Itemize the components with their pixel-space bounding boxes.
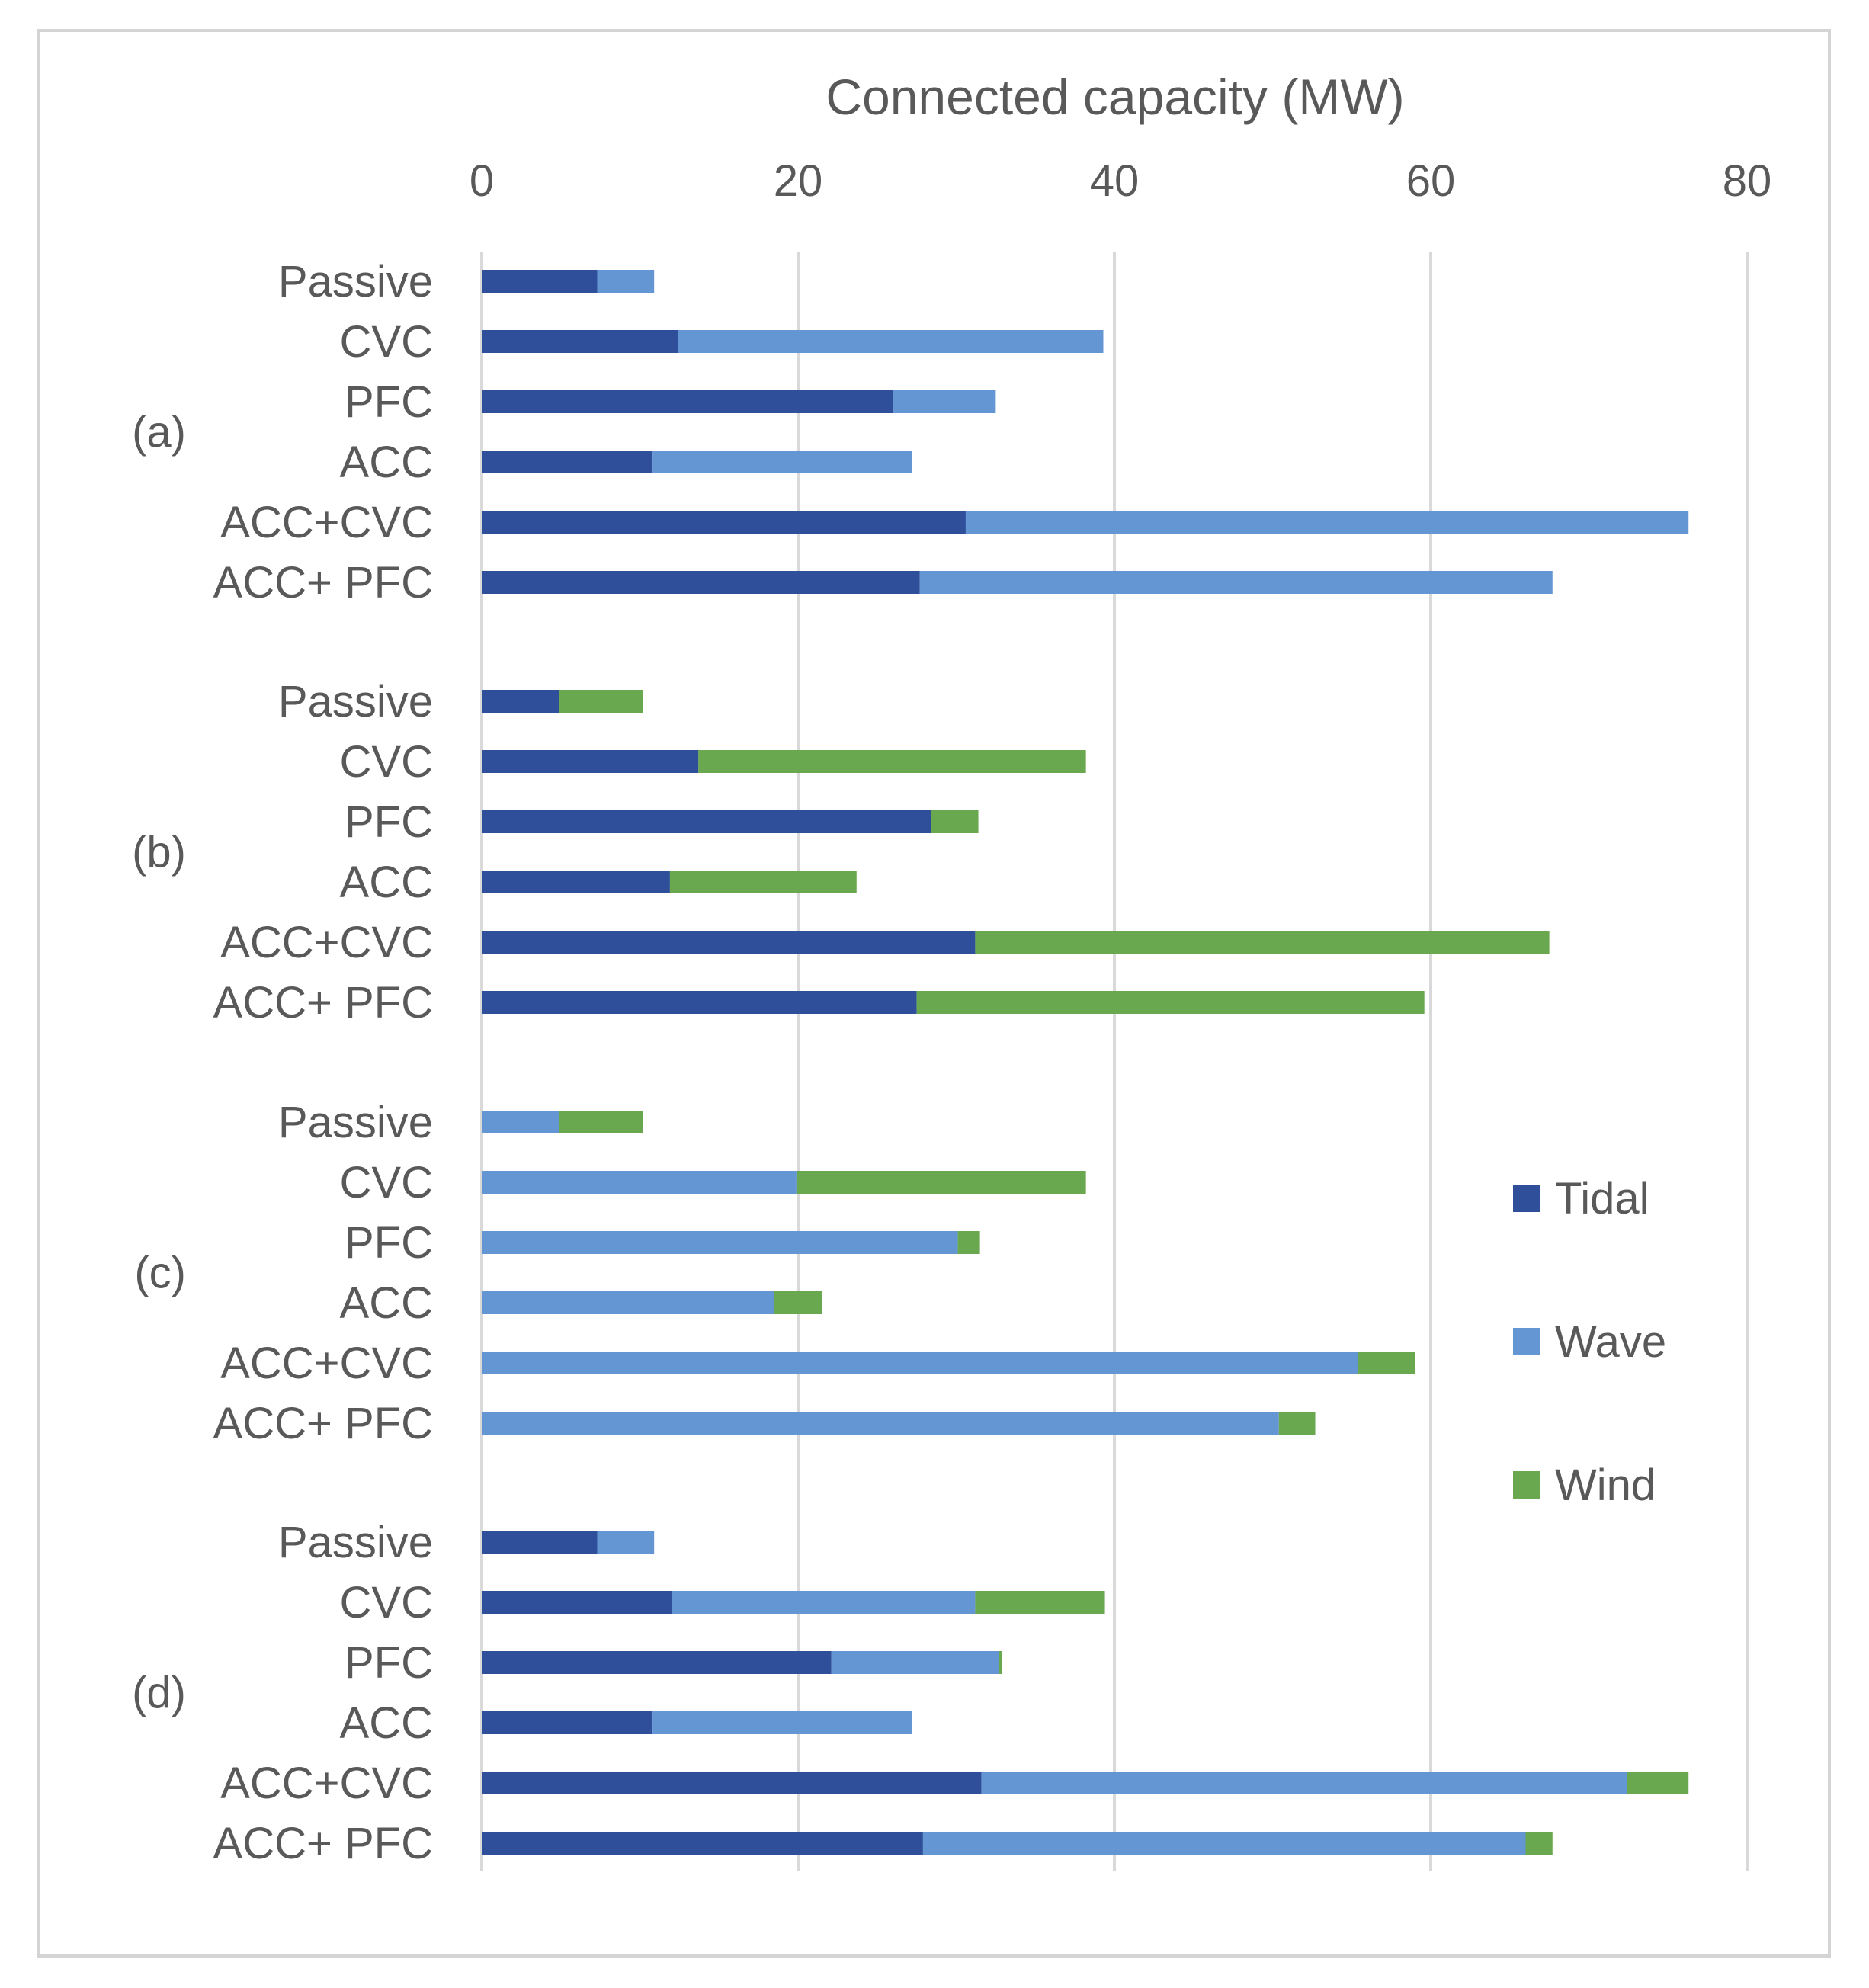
bar-a-passive-tidal — [482, 270, 598, 293]
legend-label-wind: Wind — [1555, 1461, 1656, 1510]
bar-d-acc-cvc-wind — [1627, 1772, 1689, 1794]
bar-a-acc-cvc-wave — [965, 511, 1689, 534]
legend: Tidal Wave Wind — [1513, 1174, 1666, 1510]
bar-d-acc-cvc-wave — [981, 1772, 1627, 1794]
bar-d-acc-tidal — [482, 1711, 653, 1734]
category-labels: Passive CVC PFC ACC ACC+CVC ACC+ PFC Passive CV… — [213, 257, 433, 1868]
category-label-a-acc-cvc: ACC+CVC — [220, 498, 433, 547]
bar-d-acc-pfc-tidal — [482, 1832, 923, 1855]
bar-b-passive-wind — [559, 690, 643, 713]
category-label-d-acc-cvc: ACC+CVC — [220, 1759, 433, 1808]
x-tick-label-80: 80 — [1723, 156, 1772, 206]
group-label-b: (b) — [132, 828, 186, 877]
bar-d-pfc-tidal — [482, 1651, 832, 1674]
bar-d-cvc-wind — [975, 1591, 1105, 1614]
x-tick-label-0: 0 — [470, 156, 494, 206]
bar-c-cvc-wave — [482, 1171, 797, 1194]
legend-swatch-wind — [1513, 1471, 1540, 1499]
category-label-a-pfc: PFC — [345, 377, 433, 427]
category-label-c-acc-pfc: ACC+ PFC — [213, 1399, 433, 1448]
category-label-c-cvc: CVC — [340, 1158, 433, 1207]
bar-c-pfc-wave — [482, 1231, 958, 1254]
bar-c-pfc-wind — [957, 1231, 980, 1254]
group-labels: (a) (b) (c) (d) — [132, 408, 186, 1718]
bar-d-passive-wave — [597, 1531, 655, 1554]
category-label-b-acc-pfc: ACC+ PFC — [213, 978, 433, 1028]
category-label-b-cvc: CVC — [340, 737, 433, 787]
bar-c-passive-wave — [482, 1111, 559, 1133]
bar-b-acc-cvc-wind — [975, 931, 1550, 954]
category-label-a-acc-pfc: ACC+ PFC — [213, 558, 433, 608]
bar-b-pfc-wind — [931, 810, 979, 833]
bar-d-acc-wave — [652, 1711, 912, 1734]
group-label-d: (d) — [132, 1669, 186, 1718]
category-label-a-acc: ACC — [340, 438, 433, 487]
bar-a-acc-pfc-wave — [919, 571, 1553, 594]
bar-a-passive-wave — [597, 270, 655, 293]
gridlines — [480, 252, 1749, 1871]
bar-b-acc-pfc-wind — [916, 991, 1425, 1014]
category-label-a-passive: Passive — [278, 257, 433, 306]
category-label-a-cvc: CVC — [340, 317, 433, 367]
category-label-c-passive: Passive — [278, 1098, 433, 1147]
bar-a-pfc-wave — [893, 390, 996, 413]
bar-b-acc-cvc-tidal — [482, 931, 976, 954]
category-label-b-pfc: PFC — [345, 797, 433, 847]
bar-c-acc-cvc-wind — [1358, 1352, 1415, 1374]
category-label-b-acc: ACC — [340, 858, 433, 907]
category-label-d-cvc: CVC — [340, 1578, 433, 1627]
category-label-b-acc-cvc: ACC+CVC — [220, 918, 433, 967]
bar-b-pfc-tidal — [482, 810, 931, 833]
category-label-d-pfc: PFC — [345, 1638, 433, 1688]
x-axis-title: Connected capacity (MW) — [826, 69, 1404, 125]
bar-d-pfc-wind — [999, 1651, 1002, 1674]
bars — [482, 270, 1689, 1855]
bar-c-acc-pfc-wind — [1278, 1412, 1316, 1435]
bar-a-pfc-tidal — [482, 390, 893, 413]
x-tick-label-40: 40 — [1090, 156, 1140, 206]
x-axis-ticks: 0 20 40 60 80 — [470, 156, 1771, 206]
bar-c-acc-wind — [774, 1291, 822, 1314]
bar-c-passive-wind — [559, 1111, 643, 1133]
bar-d-passive-tidal — [482, 1531, 598, 1554]
bar-a-cvc-wave — [678, 330, 1104, 353]
bar-b-acc-wind — [669, 871, 857, 893]
legend-swatch-wave — [1513, 1328, 1540, 1355]
bar-c-acc-cvc-wave — [482, 1352, 1358, 1374]
bar-d-pfc-wave — [831, 1651, 999, 1674]
bar-b-passive-tidal — [482, 690, 559, 713]
bar-a-acc-pfc-tidal — [482, 571, 920, 594]
group-label-a: (a) — [132, 408, 186, 457]
bar-b-cvc-wind — [698, 750, 1086, 773]
x-tick-label-20: 20 — [774, 156, 823, 206]
legend-swatch-tidal — [1513, 1185, 1540, 1212]
legend-label-tidal: Tidal — [1555, 1174, 1649, 1223]
category-label-d-passive: Passive — [278, 1518, 433, 1567]
bar-b-cvc-tidal — [482, 750, 699, 773]
bar-d-acc-cvc-tidal — [482, 1772, 982, 1794]
category-label-b-passive: Passive — [278, 677, 433, 726]
category-label-c-acc-cvc: ACC+CVC — [220, 1339, 433, 1388]
bar-c-cvc-wind — [796, 1171, 1086, 1194]
bar-c-acc-pfc-wave — [482, 1412, 1279, 1435]
legend-label-wave: Wave — [1555, 1317, 1666, 1367]
bar-b-acc-tidal — [482, 871, 670, 893]
x-tick-label-60: 60 — [1406, 156, 1456, 206]
group-label-c: (c) — [134, 1249, 186, 1298]
bar-a-acc-cvc-tidal — [482, 511, 966, 534]
bar-d-cvc-tidal — [482, 1591, 672, 1614]
bar-d-cvc-wave — [672, 1591, 976, 1614]
bar-b-acc-pfc-tidal — [482, 991, 917, 1014]
bar-a-cvc-tidal — [482, 330, 678, 353]
bar-a-acc-tidal — [482, 451, 653, 473]
category-label-c-pfc: PFC — [345, 1218, 433, 1268]
bar-a-acc-wave — [652, 451, 912, 473]
category-label-c-acc: ACC — [340, 1278, 433, 1328]
bar-d-acc-pfc-wave — [922, 1832, 1526, 1855]
bar-c-acc-wave — [482, 1291, 774, 1314]
bar-d-acc-pfc-wind — [1525, 1832, 1553, 1855]
category-label-d-acc: ACC — [340, 1698, 433, 1748]
category-label-d-acc-pfc: ACC+ PFC — [213, 1819, 433, 1868]
